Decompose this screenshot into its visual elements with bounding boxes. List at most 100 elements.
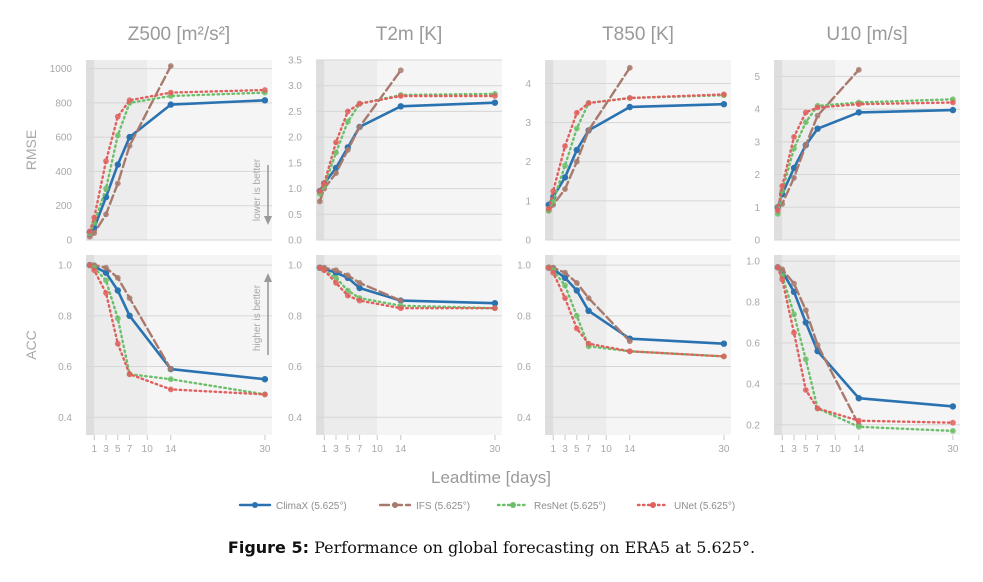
data-point [802, 356, 809, 363]
data-point [720, 101, 728, 108]
x-tick-label: 14 [395, 444, 407, 455]
y-tick-label: 3 [525, 118, 531, 129]
data-point [356, 100, 363, 107]
legend-marker [252, 502, 258, 508]
y-tick-label: 1.0 [517, 261, 531, 272]
annotation-higher-better: higher is better [252, 284, 263, 351]
shaded-region-dark [545, 60, 554, 240]
x-tick-label: 30 [718, 444, 730, 455]
y-tick-label: 2.0 [288, 133, 302, 144]
data-point [262, 391, 268, 398]
caption-text: Performance on global forecasting on ERA… [309, 538, 756, 557]
x-tick-label: 1 [550, 444, 556, 455]
data-point [126, 142, 133, 149]
row-label-rmse: RMSE [23, 130, 39, 170]
data-point [397, 93, 404, 99]
data-point [814, 125, 821, 132]
annotation-arrowhead [264, 273, 272, 282]
data-point [91, 214, 98, 221]
shaded-region-light [94, 60, 148, 240]
data-point [332, 164, 340, 172]
data-point [802, 119, 809, 126]
data-point [356, 124, 363, 130]
data-point [779, 276, 786, 283]
data-point [91, 230, 98, 237]
x-tick-label: 3 [103, 444, 109, 455]
data-point [344, 292, 351, 299]
data-point [333, 149, 339, 156]
figure-caption: Figure 5: Performance on global forecast… [0, 538, 983, 557]
data-point [167, 63, 174, 69]
data-point [573, 280, 580, 286]
y-tick-label: 0.6 [517, 362, 531, 373]
data-point [126, 295, 133, 301]
y-tick-label: 0.4 [746, 379, 760, 390]
data-point [102, 269, 110, 276]
x-tick-label: 14 [624, 444, 636, 455]
x-tick-label: 30 [947, 444, 959, 455]
data-point [114, 132, 121, 139]
data-point [114, 161, 122, 168]
data-point [779, 183, 786, 189]
data-point [855, 101, 862, 108]
data-point [356, 280, 363, 286]
panel-title: T2m [K] [376, 24, 443, 45]
data-point [167, 89, 174, 96]
data-point [103, 277, 109, 284]
data-point [86, 262, 93, 268]
data-point [585, 100, 592, 106]
x-tick-label: 14 [165, 444, 177, 455]
y-tick-label: 4 [754, 105, 760, 116]
data-point [573, 158, 580, 165]
data-point [262, 87, 268, 93]
caption-label: Figure 5: [227, 538, 310, 557]
data-point [626, 348, 633, 355]
data-point [790, 288, 798, 295]
shaded-region-dark [316, 60, 325, 240]
y-tick-label: 200 [55, 201, 72, 212]
data-point [333, 139, 339, 146]
data-point [855, 395, 862, 402]
y-tick-label: 0.6 [746, 338, 760, 349]
y-tick-label: 0 [66, 236, 72, 247]
y-tick-label: 0 [754, 236, 760, 247]
data-point [561, 274, 569, 281]
y-tick-label: 4 [525, 79, 531, 90]
data-point [492, 305, 498, 312]
legend-label: UNet (5.625°) [674, 501, 735, 512]
y-tick-label: 3.5 [288, 56, 302, 67]
x-tick-label: 10 [142, 444, 154, 455]
data-point [561, 174, 569, 181]
y-tick-label: 0.8 [746, 298, 760, 309]
data-point [802, 319, 809, 326]
data-point [626, 95, 633, 101]
y-tick-label: 1 [525, 196, 531, 207]
x-tick-label: 5 [803, 444, 809, 455]
y-tick-label: 0.8 [288, 311, 302, 322]
x-tick-label: 7 [127, 444, 133, 455]
data-point [791, 311, 797, 318]
data-point [950, 419, 956, 426]
data-point [949, 403, 957, 410]
data-point [855, 66, 862, 73]
x-tick-label: 30 [259, 444, 271, 455]
data-point [344, 272, 351, 279]
data-point [321, 267, 328, 274]
y-tick-label: 1.0 [288, 184, 302, 195]
data-point [103, 211, 109, 218]
y-tick-label: 0.8 [58, 311, 72, 322]
x-tick-label: 1 [779, 444, 785, 455]
data-point [344, 118, 351, 125]
data-point [855, 423, 862, 430]
y-tick-label: 2 [525, 157, 531, 168]
data-point [791, 329, 797, 336]
data-point [562, 162, 568, 169]
y-tick-label: 2.5 [288, 107, 302, 118]
data-point [333, 267, 339, 274]
data-point [562, 186, 568, 193]
data-point [126, 371, 133, 378]
y-tick-label: 1 [754, 203, 760, 214]
data-point [562, 269, 568, 276]
data-point [344, 147, 351, 153]
data-point [550, 269, 557, 276]
